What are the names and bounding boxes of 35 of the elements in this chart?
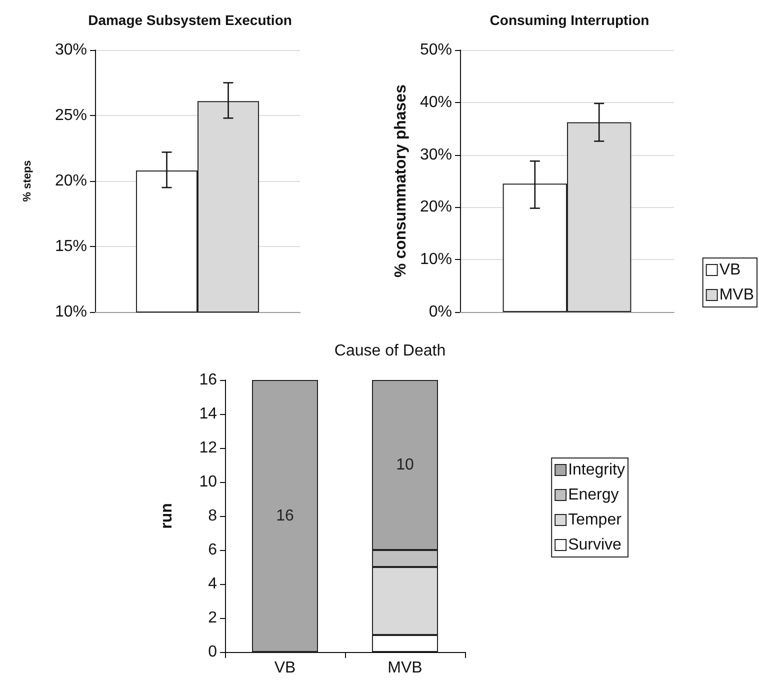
y-tick-label: 14 (199, 406, 218, 422)
bar (252, 380, 318, 652)
y-axis-title: run (158, 503, 176, 529)
y-axis-title: % steps (22, 160, 34, 202)
y-tick-label: 0 (208, 644, 218, 660)
y-tick-label: 20% (420, 198, 452, 216)
y-tick-label: 10 (199, 474, 218, 490)
legend-label: Temper (568, 512, 622, 528)
y-tick-label: 30% (54, 42, 87, 58)
y-tick-label: 10% (420, 251, 452, 268)
y-tick-label: 2 (208, 610, 218, 626)
y-tick-label: 8 (208, 508, 218, 524)
y-tick-label: 4 (208, 576, 218, 592)
y-tick-label: 30% (420, 146, 452, 164)
y-tick-label: 50% (420, 42, 452, 58)
legend-label: Survive (568, 536, 622, 554)
legend-label: Energy (568, 486, 619, 504)
legend-label: MVB (719, 286, 754, 304)
y-tick-label: 20% (54, 172, 87, 190)
legend-label: Integrity (568, 462, 626, 478)
legend-label: VB (719, 262, 741, 278)
y-tick-label: 16 (199, 372, 218, 388)
data-label: 10 (396, 456, 414, 474)
y-tick-label: 6 (208, 542, 218, 558)
y-tick-label: 0% (428, 304, 452, 320)
y-tick-label: 40% (420, 94, 452, 111)
data-label: 16 (276, 508, 294, 524)
chart-title: Damage Subsystem Execution (88, 12, 292, 28)
y-tick-label: 15% (54, 238, 87, 255)
chart-title: Consuming Interruption (490, 12, 650, 28)
y-tick-label: 25% (54, 107, 87, 124)
chart-title: Cause of Death (334, 342, 446, 360)
y-axis-title: % consummatory phases (392, 84, 410, 278)
y-tick-label: 10% (54, 304, 87, 320)
y-tick-label: 12 (199, 440, 218, 456)
